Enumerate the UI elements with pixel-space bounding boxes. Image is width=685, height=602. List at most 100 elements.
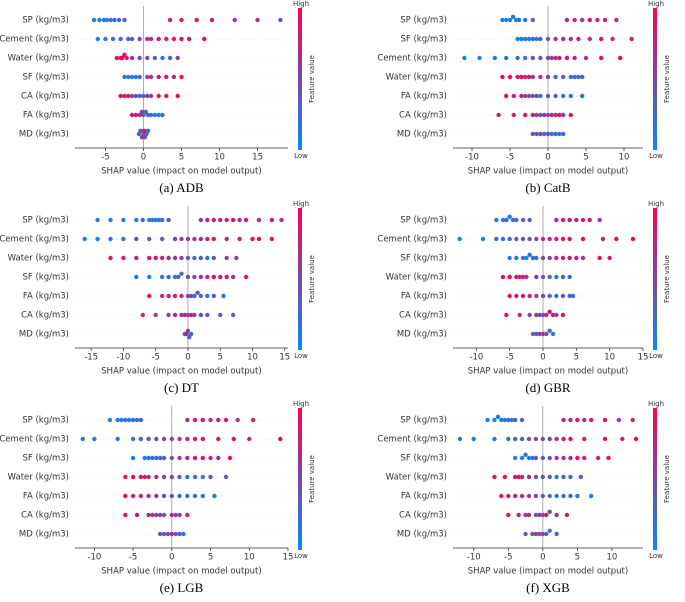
shap-dot xyxy=(134,217,139,223)
shap-dot xyxy=(192,474,198,480)
feature-label: MD (kg/m3) xyxy=(19,330,69,340)
shap-dot xyxy=(205,236,210,242)
shap-dot xyxy=(587,36,592,42)
shap-dot xyxy=(145,36,150,42)
shap-dot xyxy=(230,274,236,280)
shap-dot xyxy=(142,474,147,480)
shap-dot xyxy=(205,217,210,223)
x-axis-label: SHAP value (impact on model output) xyxy=(101,167,261,177)
shap-dot xyxy=(122,74,127,80)
shap-dot xyxy=(134,274,139,280)
shap-dot xyxy=(179,255,184,261)
shap-dot xyxy=(514,217,519,223)
shap-dot xyxy=(527,252,532,257)
shap-dot xyxy=(500,236,506,242)
feature-label: Cement (kg/m3) xyxy=(377,235,447,245)
shap-dot xyxy=(568,74,573,80)
shap-dot xyxy=(533,531,539,537)
shap-dot xyxy=(630,417,635,423)
colorbar-low: Low xyxy=(649,152,663,160)
shap-dot xyxy=(110,36,116,42)
shap-dot xyxy=(148,112,154,118)
x-tick-label: 5 xyxy=(575,553,580,563)
shap-dot xyxy=(534,36,539,42)
shap-dot xyxy=(126,36,131,42)
shap-dot xyxy=(561,131,566,137)
shap-dot xyxy=(121,236,126,242)
shap-dot xyxy=(164,74,169,80)
shap-dot xyxy=(607,255,612,261)
feature-label: Water (kg/m3) xyxy=(8,254,69,264)
x-tick-label: -10 xyxy=(116,353,130,363)
shap-dot xyxy=(185,417,190,423)
shap-dot xyxy=(129,36,135,42)
shap-dot xyxy=(124,55,129,61)
shap-dot xyxy=(173,531,178,537)
colorbar-high: High xyxy=(648,400,664,408)
x-tick-label: -5 xyxy=(504,553,512,563)
shap-dot xyxy=(618,55,623,61)
shap-dot xyxy=(221,293,226,299)
colorbar-label: Feature value xyxy=(663,55,671,103)
x-tick-label: 5 xyxy=(218,353,223,363)
shap-dot xyxy=(243,274,249,280)
shap-dot xyxy=(138,417,144,423)
feature-label: Cement (kg/m3) xyxy=(377,54,447,64)
shap-dot xyxy=(211,274,216,280)
shap-dot xyxy=(146,455,151,461)
feature-label: SP (kg/m3) xyxy=(400,16,447,26)
shap-dot xyxy=(588,493,594,499)
shap-dot xyxy=(237,217,242,223)
shap-dot xyxy=(164,93,169,99)
shap-dot xyxy=(554,217,559,223)
shap-dot xyxy=(515,55,520,61)
shap-dot xyxy=(471,436,476,442)
shap-dot xyxy=(161,493,167,499)
shap-dot xyxy=(123,474,128,480)
shap-dot xyxy=(534,236,539,242)
shap-dot xyxy=(519,93,524,99)
shap-dot xyxy=(169,455,175,461)
shap-dot xyxy=(582,417,587,423)
shap-dot xyxy=(507,74,513,80)
shap-dot xyxy=(633,436,639,442)
x-tick-label: 0 xyxy=(545,153,550,163)
shap-dot xyxy=(620,436,625,442)
feature-label: FA (kg/m3) xyxy=(23,292,69,302)
x-axis-label: SHAP value (impact on model output) xyxy=(468,367,628,377)
shap-dot xyxy=(492,417,497,423)
shap-dot xyxy=(138,493,144,499)
shap-dot xyxy=(172,312,178,318)
shap-dot xyxy=(542,131,547,137)
x-tick-label: 10 xyxy=(606,553,617,563)
x-tick-label: 0 xyxy=(169,553,174,563)
shap-dot xyxy=(597,255,602,261)
shap-dot xyxy=(148,93,154,99)
shap-dot xyxy=(534,312,539,318)
shap-dot xyxy=(547,255,552,261)
shap-dot xyxy=(530,55,535,61)
x-tick-label: 15 xyxy=(283,553,294,563)
shap-dot xyxy=(278,17,283,23)
shap-dot xyxy=(602,436,608,442)
shap-dot xyxy=(142,128,147,133)
shap-dot xyxy=(123,417,128,423)
shap-dot xyxy=(169,474,175,480)
shap-dot xyxy=(237,236,242,242)
shap-dot xyxy=(134,255,139,261)
shap-dot xyxy=(231,436,236,442)
shap-dot xyxy=(597,217,602,223)
shap-dot xyxy=(560,217,566,223)
shap-dot xyxy=(530,93,535,99)
shap-dot xyxy=(198,236,204,242)
shap-dot xyxy=(123,493,128,499)
shap-dot xyxy=(269,217,275,223)
shap-dot xyxy=(192,312,197,318)
shap-dot xyxy=(524,274,529,280)
feature-label: SP (kg/m3) xyxy=(400,416,447,426)
shap-dot xyxy=(462,55,467,61)
shap-dot xyxy=(560,312,566,318)
shap-dot xyxy=(140,217,145,223)
shap-dot xyxy=(567,255,572,261)
shap-dot xyxy=(216,436,221,442)
